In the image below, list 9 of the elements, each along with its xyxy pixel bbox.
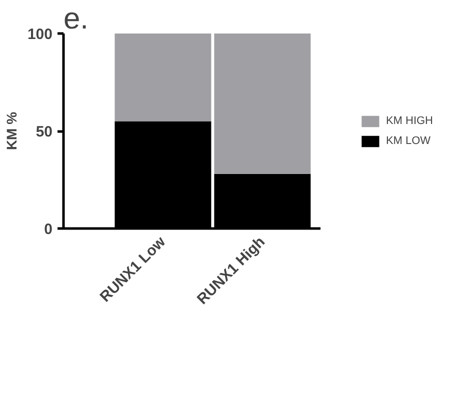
y-tick-label: 0 (44, 221, 52, 238)
chart-title: e. (64, 2, 89, 36)
bar (114, 34, 212, 122)
y-axis-title: KM % (3, 111, 20, 150)
legend-label: KM HIGH (386, 114, 433, 126)
y-tick-label: 100 (27, 26, 53, 43)
y-tick-label: 50 (36, 124, 53, 140)
bar (214, 34, 311, 174)
legend-label: KM LOW (386, 134, 431, 146)
